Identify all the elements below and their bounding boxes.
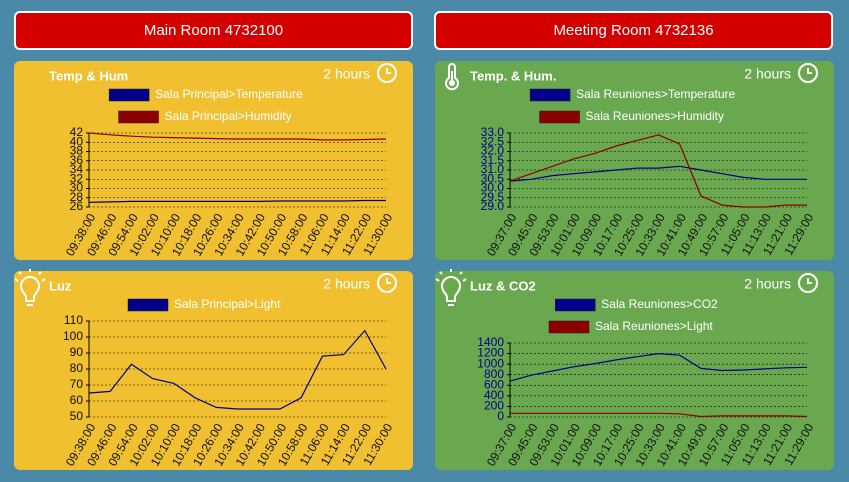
legend-label: Sala Principal>Light xyxy=(174,297,281,311)
widget-title: Temp & Hum xyxy=(49,68,128,83)
y-tick-label: 1400 xyxy=(477,335,504,349)
series-line xyxy=(510,412,808,418)
legend-label: Sala Reuniones>Light xyxy=(595,319,713,333)
series-line xyxy=(88,329,387,410)
y-tick-label: 32.5 xyxy=(481,134,505,148)
room-title[interactable]: Main Room 4732100 xyxy=(144,22,283,39)
bulb-ray xyxy=(439,271,443,275)
y-tick-label: 29.5 xyxy=(481,190,505,204)
widget-period: 2 hours xyxy=(744,276,791,292)
series-line xyxy=(88,132,387,141)
legend-swatch xyxy=(548,320,590,334)
y-tick-label: 36 xyxy=(70,153,84,167)
thermometer-bulb xyxy=(449,80,455,86)
y-tick-label: 0 xyxy=(497,409,504,423)
room-header-button[interactable] xyxy=(14,11,413,50)
widget: Temp & Hum 2 hours Sala Principal>Temperat… xyxy=(14,61,413,260)
y-tick-label: 400 xyxy=(484,388,504,402)
y-tick-label: 1000 xyxy=(477,356,504,370)
widget-title: Temp. & Hum. xyxy=(470,68,556,83)
widget: Luz & CO2 2 hours Sala Reuniones>CO2 Sala R… xyxy=(435,269,834,470)
clock-hands xyxy=(807,68,812,74)
y-tick-label: 32.0 xyxy=(481,144,505,158)
y-tick-label: 60 xyxy=(70,393,84,407)
y-tick-label: 32 xyxy=(70,171,84,185)
legend-swatch xyxy=(108,88,150,102)
bulb-ray xyxy=(14,278,19,282)
bulb-ray xyxy=(462,278,467,282)
y-tick-label: 90 xyxy=(70,345,84,359)
legend-label: Sala Reuniones>CO2 xyxy=(601,297,718,311)
y-tick-label: 800 xyxy=(484,367,504,381)
y-tick-label: 100 xyxy=(63,329,83,343)
y-tick-label: 29.0 xyxy=(481,199,505,213)
y-tick-label: 30 xyxy=(70,181,84,195)
legend-swatch xyxy=(127,298,169,312)
bulb-icon xyxy=(19,276,41,302)
y-tick-label: 30.5 xyxy=(481,171,505,185)
widget: Temp. & Hum. 2 hours Sala Reuniones>Temper… xyxy=(435,61,834,260)
thermometer-icon xyxy=(445,63,459,91)
room-header[interactable]: Meeting Room 4732136 xyxy=(434,11,833,50)
y-tick-label: 28 xyxy=(70,190,84,204)
room-title[interactable]: Meeting Room 4732136 xyxy=(553,22,713,39)
clock-icon[interactable] xyxy=(798,273,818,293)
y-tick-label: 31.5 xyxy=(481,153,505,167)
y-tick-label: 26 xyxy=(70,199,84,213)
bulb-ray xyxy=(435,278,440,282)
y-tick-label: 38 xyxy=(70,144,84,158)
widget-period: 2 hours xyxy=(323,66,370,82)
series-line xyxy=(509,352,808,382)
legend-label: Sala Reuniones>Temperature xyxy=(576,87,735,101)
room-header[interactable]: Main Room 4732100 xyxy=(14,11,413,50)
y-tick-label: 70 xyxy=(70,377,84,391)
y-tick-label: 40 xyxy=(70,134,84,148)
legend-swatch xyxy=(555,298,596,312)
y-tick-label: 200 xyxy=(484,399,504,413)
bulb-ray xyxy=(41,278,46,282)
widget-period: 2 hours xyxy=(744,66,791,82)
legend-label: Sala Principal>Humidity xyxy=(165,109,292,123)
clock-icon[interactable] xyxy=(377,273,397,293)
bulb-icon xyxy=(440,276,462,302)
clock-hands xyxy=(386,68,391,74)
legend-label: Sala Reuniones>Humidity xyxy=(586,109,724,123)
clock-hands xyxy=(386,278,391,284)
y-tick-label: 34 xyxy=(70,162,84,176)
bulb-ray xyxy=(459,271,463,275)
bulb-ray xyxy=(18,271,22,275)
y-tick-label: 50 xyxy=(70,409,84,423)
widget-period: 2 hours xyxy=(323,276,370,292)
clock-icon[interactable] xyxy=(798,63,818,83)
widget-background xyxy=(435,271,834,470)
legend-swatch xyxy=(529,88,571,102)
clock-icon[interactable] xyxy=(377,63,397,83)
series-line xyxy=(88,199,386,203)
y-tick-label: 33.0 xyxy=(481,125,505,139)
room-header-button[interactable] xyxy=(434,11,833,50)
legend-swatch xyxy=(118,110,159,124)
y-tick-label: 31.0 xyxy=(481,162,505,176)
y-tick-label: 30.0 xyxy=(481,181,505,195)
clock-hands xyxy=(807,278,812,284)
legend-label: Sala Principal>Temperature xyxy=(155,87,303,101)
y-tick-label: 42 xyxy=(70,125,84,139)
bulb-ray xyxy=(38,271,42,275)
widget: Luz 2 hours Sala Principal>Light 50 60 70 80 90… xyxy=(14,269,413,470)
series-line xyxy=(509,165,807,182)
widget-title: Luz xyxy=(49,278,72,293)
legend-swatch xyxy=(539,110,580,124)
y-tick-label: 1200 xyxy=(477,346,504,360)
y-tick-label: 110 xyxy=(64,313,83,327)
y-tick-label: 600 xyxy=(484,377,504,391)
widget-title: Luz & CO2 xyxy=(470,278,536,293)
y-tick-label: 80 xyxy=(70,361,84,375)
series-line xyxy=(509,134,807,208)
